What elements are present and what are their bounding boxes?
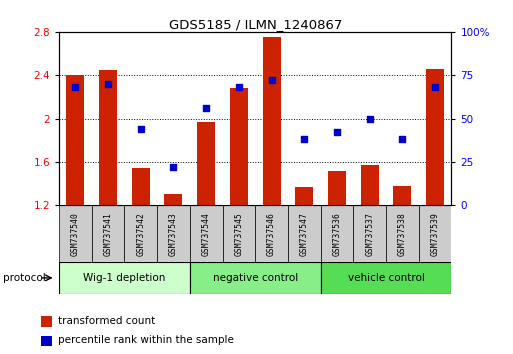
Bar: [132, 169, 150, 205]
Bar: [223, 205, 255, 262]
Bar: [197, 122, 215, 205]
Text: GSM737538: GSM737538: [398, 212, 407, 256]
Bar: [99, 70, 117, 205]
Text: GSM737543: GSM737543: [169, 212, 178, 256]
Text: GSM737544: GSM737544: [202, 212, 211, 256]
Text: protocol: protocol: [3, 273, 45, 283]
Title: GDS5185 / ILMN_1240867: GDS5185 / ILMN_1240867: [169, 18, 342, 31]
Point: [104, 81, 112, 87]
Bar: [66, 75, 84, 205]
Bar: [321, 205, 353, 262]
Bar: [190, 205, 223, 262]
Text: Wig-1 depletion: Wig-1 depletion: [83, 273, 166, 283]
Point: [71, 85, 80, 90]
Text: GSM737540: GSM737540: [71, 212, 80, 256]
Text: GSM737547: GSM737547: [300, 212, 309, 256]
Point: [136, 126, 145, 132]
Text: GSM737542: GSM737542: [136, 212, 145, 256]
Text: transformed count: transformed count: [58, 316, 155, 326]
Bar: [328, 171, 346, 205]
Bar: [288, 205, 321, 262]
Bar: [41, 316, 52, 327]
Bar: [361, 165, 379, 205]
Bar: [190, 262, 321, 294]
Text: GSM737541: GSM737541: [104, 212, 112, 256]
Bar: [124, 205, 157, 262]
Text: GSM737546: GSM737546: [267, 212, 276, 256]
Point: [169, 164, 177, 170]
Bar: [419, 205, 451, 262]
Point: [431, 85, 439, 90]
Bar: [255, 205, 288, 262]
Bar: [165, 194, 183, 205]
Bar: [41, 336, 52, 346]
Point: [366, 116, 374, 121]
Bar: [92, 205, 125, 262]
Text: GSM737537: GSM737537: [365, 212, 374, 256]
Bar: [59, 205, 92, 262]
Point: [398, 137, 406, 142]
Bar: [426, 69, 444, 205]
Text: GSM737539: GSM737539: [430, 212, 440, 256]
Bar: [393, 186, 411, 205]
Text: GSM737545: GSM737545: [234, 212, 243, 256]
Point: [300, 137, 308, 142]
Bar: [295, 187, 313, 205]
Bar: [353, 205, 386, 262]
Bar: [263, 37, 281, 205]
Text: GSM737536: GSM737536: [332, 212, 342, 256]
Bar: [59, 262, 190, 294]
Bar: [230, 88, 248, 205]
Text: vehicle control: vehicle control: [348, 273, 424, 283]
Text: negative control: negative control: [212, 273, 298, 283]
Bar: [157, 205, 190, 262]
Point: [235, 85, 243, 90]
Point: [333, 130, 341, 135]
Bar: [321, 262, 451, 294]
Point: [267, 78, 275, 83]
Text: percentile rank within the sample: percentile rank within the sample: [58, 335, 234, 345]
Point: [202, 105, 210, 111]
Bar: [386, 205, 419, 262]
